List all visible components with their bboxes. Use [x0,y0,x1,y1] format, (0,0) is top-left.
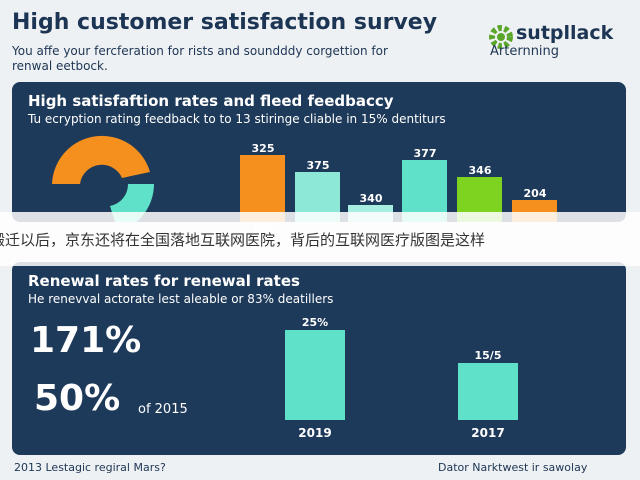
year-label: 2019 [298,426,332,440]
bar-label: 15/5 [474,349,502,362]
subtitle-line: You affe your fercferation for rists and… [12,44,388,58]
panel-title: Renewal rates for renewal rates [28,272,300,290]
title: High customer satisfaction survey [12,10,438,35]
category-label: WS [252,221,274,234]
logo-tagline: Arternning [490,44,560,59]
stat-note: of 2015 [138,402,188,417]
logo-icon [489,25,513,49]
bar-label: 375 [306,159,330,172]
bar [402,160,447,222]
bar-label: 25% [301,316,329,329]
overlay-banner: 搬迁以后，京东还将在全国落地互联网医院，背后的互联网医疗版图是这样 [0,212,640,266]
big-stat: 171% [30,320,142,361]
bar-label: 377 [413,147,437,160]
stat: 50% [34,378,121,419]
footer-right: Dator Narktwest ir sawolay [438,461,588,474]
bar [240,155,285,222]
bar-label: 346 [468,164,492,177]
panel-subtitle: He renevval actorate lest aleable or 83%… [28,292,334,306]
panel-subtitle: Tu ecryption rating feedback to to 13 st… [28,112,446,126]
subtitle: You affe your fercferation for rists and… [12,44,388,74]
bar-label: 325 [251,142,275,155]
panel-satisfaction: High satisfaftion rates and fleed feedba… [12,82,626,222]
footer-left: 2013 Lestagic regiral Mars? [14,461,166,474]
bar-label: 204 [523,187,547,200]
logo-name: sutpllack [516,22,614,44]
bar [285,330,345,420]
panel-renewal: Renewal rates for renewal rates He renev… [12,262,626,455]
bar-label: 340 [359,192,383,205]
bar [458,363,518,420]
overlay-text: 搬迁以后，京东还将在全国落地互联网医院，背后的互联网医疗版图是这样 [0,231,486,249]
year-label: 2017 [471,426,505,440]
subtitle-line: renwal eetbock. [12,59,108,73]
panel-title: High satisfaftion rates and fleed feedba… [28,92,394,110]
donut [52,135,154,222]
